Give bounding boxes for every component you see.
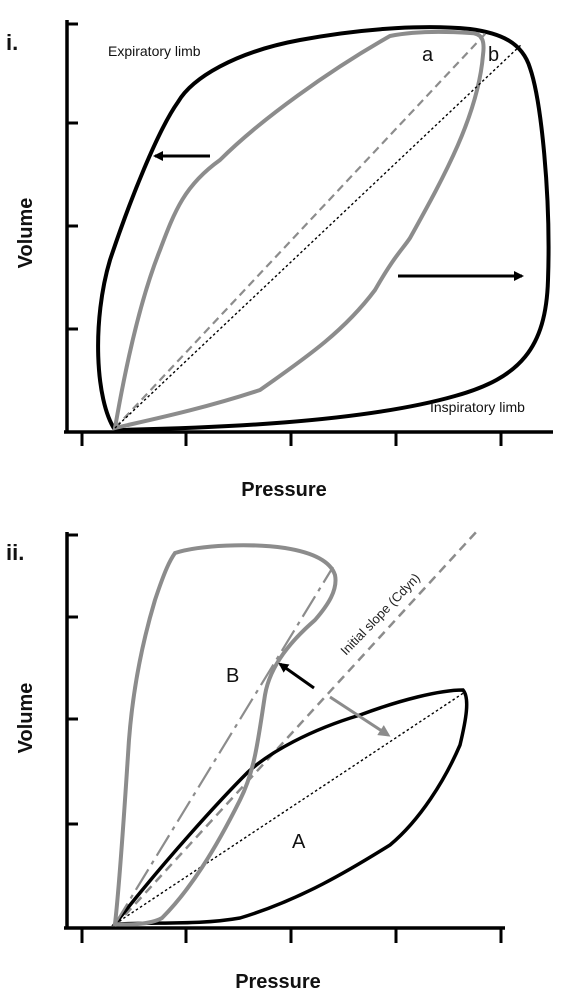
initial-slope-line — [114, 529, 479, 927]
panel-i-ticks — [67, 22, 503, 446]
panel-ii-gray-arrow — [329, 695, 391, 737]
loop-a-dotted-line — [114, 691, 466, 925]
loop-a-label: A — [292, 831, 306, 853]
panel-ii-y-axis-title: Volume — [15, 683, 37, 754]
panel-i-outer-loop — [96, 25, 551, 433]
panel-i-dotted-line — [114, 43, 523, 429]
loop-b — [112, 543, 338, 927]
panel-i: i. Expiratory limb Inspirator — [6, 20, 553, 501]
panel-i-x-axis-title: Pressure — [241, 479, 327, 501]
panel-ii: ii. Initial slope (Cdyn) — [6, 529, 505, 993]
panel-ii-label: ii. — [6, 540, 24, 565]
panel-i-label: i. — [6, 30, 18, 55]
panel-ii-x-axis-title: Pressure — [235, 971, 321, 993]
loop-a — [111, 688, 469, 926]
inspiratory-limb-label: Inspiratory limb — [430, 399, 525, 415]
loop-b-label: B — [226, 665, 239, 687]
expiratory-limb-label: Expiratory limb — [108, 43, 201, 59]
loop-b-long-dash-line — [114, 566, 334, 925]
point-a-label: a — [422, 44, 434, 66]
panel-ii-black-arrow — [278, 662, 315, 690]
initial-slope-label: Initial slope (Cdyn) — [337, 570, 423, 658]
panel-i-y-axis-title: Volume — [15, 198, 37, 269]
panel-ii-ticks — [67, 533, 503, 943]
point-b-label: b — [488, 44, 499, 66]
panel-ii-axes — [64, 532, 505, 930]
